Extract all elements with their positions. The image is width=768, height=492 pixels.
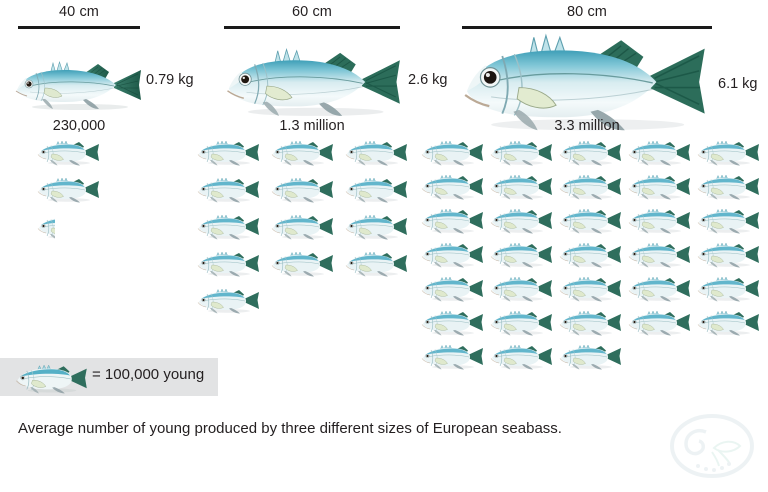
fish-icon bbox=[558, 242, 622, 268]
school-row bbox=[420, 242, 760, 270]
school-row bbox=[420, 344, 760, 372]
fish-icon bbox=[489, 140, 553, 166]
school-row bbox=[196, 140, 408, 168]
school-row bbox=[420, 140, 760, 168]
fish-icon bbox=[344, 140, 408, 166]
fish-icon bbox=[344, 214, 408, 240]
fish-icon bbox=[558, 208, 622, 234]
fish-icon bbox=[696, 208, 760, 234]
seabass-60cm-illustration bbox=[216, 44, 410, 120]
legend-fish-icon bbox=[14, 364, 88, 394]
fish-icon bbox=[696, 140, 760, 166]
fish-icon bbox=[558, 174, 622, 200]
fish-icon bbox=[696, 174, 760, 200]
fish-icon bbox=[696, 276, 760, 302]
scale-rule-80cm bbox=[462, 26, 712, 29]
fish-icon bbox=[270, 214, 334, 240]
young-label-60cm: 1.3 million bbox=[279, 118, 345, 134]
fish-icon bbox=[420, 208, 484, 234]
school-row bbox=[36, 140, 100, 168]
fish-icon bbox=[196, 214, 260, 240]
young-label-80cm: 3.3 million bbox=[554, 118, 620, 134]
scale-rule-40cm bbox=[18, 26, 140, 29]
fish-icon bbox=[196, 288, 260, 314]
fish-icon bbox=[489, 344, 553, 370]
fish-icon bbox=[489, 310, 553, 336]
fish-icon bbox=[420, 242, 484, 268]
fish-icon bbox=[627, 276, 691, 302]
scale-bar-40cm: 40 cm bbox=[18, 4, 140, 30]
fish-icon bbox=[420, 310, 484, 336]
fish-icon bbox=[558, 276, 622, 302]
fish-icon bbox=[270, 251, 334, 277]
school-row bbox=[420, 310, 760, 338]
fish-icon bbox=[270, 177, 334, 203]
school-row bbox=[420, 208, 760, 236]
fish-icon bbox=[489, 208, 553, 234]
caption-text: Average number of young produced by thre… bbox=[18, 420, 562, 437]
seabass-40cm-illustration bbox=[10, 57, 146, 113]
fish-icon bbox=[558, 344, 622, 370]
scale-bar-60cm: 60 cm bbox=[224, 4, 400, 30]
fish-icon bbox=[627, 242, 691, 268]
fish-icon bbox=[196, 140, 260, 166]
fish-icon bbox=[627, 140, 691, 166]
school-row bbox=[196, 251, 408, 279]
weight-label-80cm: 6.1 kg bbox=[718, 76, 758, 92]
fish-icon bbox=[270, 140, 334, 166]
scale-bar-80cm: 80 cm bbox=[462, 4, 712, 30]
school-row bbox=[420, 174, 760, 202]
weight-label-60cm: 2.6 kg bbox=[408, 72, 448, 88]
fish-icon bbox=[36, 140, 100, 166]
watermark-logo bbox=[662, 406, 762, 486]
school-row bbox=[36, 177, 100, 205]
fish-icon bbox=[420, 174, 484, 200]
fish-icon bbox=[36, 177, 100, 203]
scale-label-80cm: 80 cm bbox=[567, 4, 607, 20]
fish-icon bbox=[558, 140, 622, 166]
fish-icon bbox=[627, 310, 691, 336]
fish-icon bbox=[196, 177, 260, 203]
fish-icon bbox=[420, 276, 484, 302]
fish-icon bbox=[420, 140, 484, 166]
scale-rule-60cm bbox=[224, 26, 400, 29]
fish-icon bbox=[196, 251, 260, 277]
fish-icon bbox=[344, 251, 408, 277]
fish-icon bbox=[489, 242, 553, 268]
school-row bbox=[36, 214, 100, 242]
school-60cm bbox=[196, 140, 408, 316]
school-row bbox=[196, 288, 408, 316]
fish-icon bbox=[696, 310, 760, 336]
school-40cm bbox=[36, 140, 100, 242]
fish-icon bbox=[489, 174, 553, 200]
legend-label: = 100,000 young bbox=[92, 366, 205, 383]
fish-icon bbox=[344, 177, 408, 203]
fish-icon bbox=[696, 242, 760, 268]
fish-icon bbox=[627, 208, 691, 234]
fish-icon bbox=[420, 344, 484, 370]
school-row bbox=[420, 276, 760, 304]
fish-icon bbox=[489, 276, 553, 302]
young-label-40cm: 230,000 bbox=[52, 118, 106, 134]
school-80cm bbox=[420, 140, 760, 372]
fish-icon bbox=[558, 310, 622, 336]
school-row bbox=[196, 177, 408, 205]
seabass-80cm-illustration bbox=[450, 30, 718, 134]
weight-label-40cm: 0.79 kg bbox=[146, 72, 194, 88]
fish-icon-partial bbox=[36, 214, 55, 240]
fish-icon bbox=[627, 174, 691, 200]
scale-label-60cm: 60 cm bbox=[292, 4, 332, 20]
school-row bbox=[196, 214, 408, 242]
scale-label-40cm: 40 cm bbox=[59, 4, 99, 20]
